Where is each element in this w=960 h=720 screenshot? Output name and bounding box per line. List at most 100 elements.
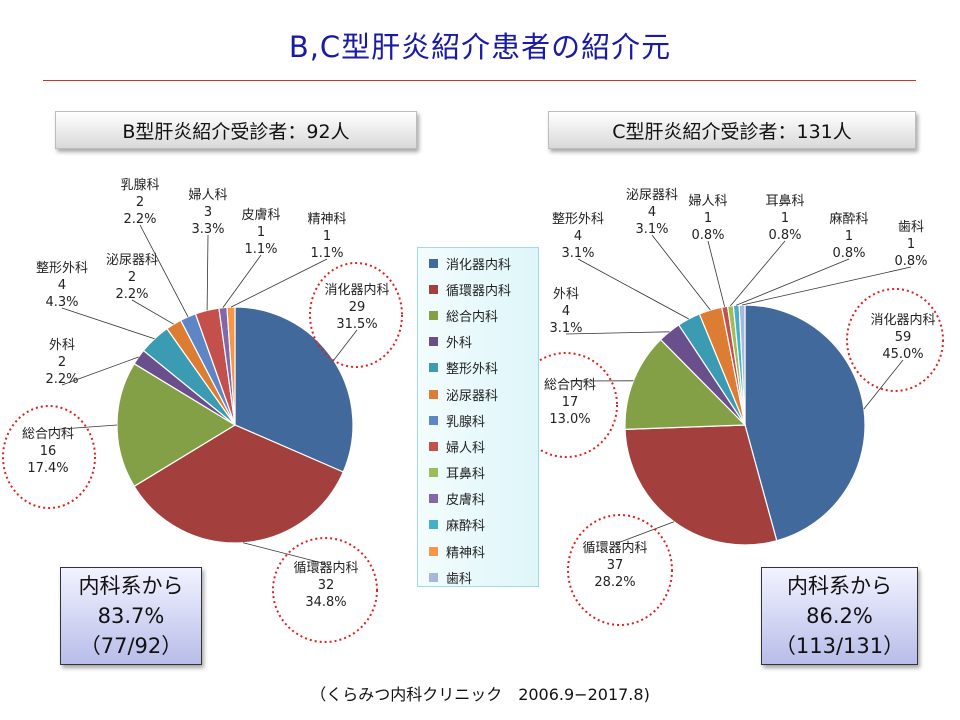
legend-item: 精神科: [418, 538, 538, 564]
slice-count-label: 2: [128, 270, 136, 285]
slice-category-label: 循環器内科: [293, 560, 358, 576]
legend-label: 泌尿器科: [446, 388, 499, 404]
slice-data-label: 泌尿器科 2 2.2%: [106, 253, 158, 302]
legend-item: 消化器内科: [418, 250, 538, 276]
legend-swatch: [429, 389, 438, 399]
slice-count-label: 1: [781, 211, 789, 226]
leader-line: [614, 521, 675, 545]
legend-label: 麻酔科: [446, 519, 486, 535]
b-summary-line1: 内科系から: [78, 574, 184, 598]
slice-data-label: 消化器内科 29 31.5%: [324, 282, 389, 332]
title-divider: [43, 80, 916, 81]
legend-label: 整形外科: [446, 362, 499, 378]
legend-swatch: [429, 546, 438, 556]
slice-category-label: 乳腺科: [120, 178, 159, 193]
leader-line: [47, 424, 118, 431]
slice-data-label: 整形外科 4 3.1%: [552, 212, 604, 261]
slice-percent-label: 3.1%: [561, 246, 594, 261]
pie-slice: [624, 338, 747, 431]
slice-count-label: 16: [40, 444, 57, 459]
c-summary-percent: 86.2%: [806, 604, 873, 628]
legend-item: 婦人科: [418, 433, 538, 459]
legend-item: 循環器内科: [418, 276, 538, 302]
slice-category-label: 精神科: [307, 212, 346, 227]
slice-category-label: 皮膚科: [241, 207, 280, 223]
legend-item: 外科: [418, 329, 538, 355]
slice-percent-label: 31.5%: [336, 317, 377, 332]
slice-count-label: 59: [895, 330, 912, 345]
slice-data-label: 精神科 1 1.1%: [307, 212, 346, 261]
slice-percent-label: 2.2%: [45, 372, 78, 387]
leader-line: [565, 331, 670, 335]
leader-line: [139, 224, 189, 317]
legend-label: 外科: [446, 336, 473, 352]
b-summary-box: 内科系から 83.7% （77/92）: [60, 567, 202, 665]
leader-line: [222, 254, 262, 308]
legend-label: 乳腺科: [446, 414, 486, 430]
footer-source: （くらみつ内科クリニック 2006.9−2017.8): [310, 685, 650, 704]
pie-slice: [133, 424, 345, 544]
slice-data-label: 婦人科 3 3.3%: [188, 187, 227, 237]
page-title: B,C型肝炎紹介患者の紹介元: [288, 30, 672, 64]
slice-percent-label: 4.3%: [45, 295, 78, 310]
slice-count-label: 37: [607, 558, 624, 573]
slice-data-label: 外科 2 2.2%: [45, 338, 78, 387]
slice-data-label: 皮膚科 1 1.1%: [241, 207, 280, 257]
slice-data-label: 麻酔科 1 0.8%: [829, 212, 868, 261]
leader-line: [651, 234, 711, 311]
legend-item: 整形外科: [418, 355, 538, 381]
leader-line: [707, 240, 725, 307]
slice-category-label: 婦人科: [188, 187, 227, 203]
slice-percent-label: 0.8%: [691, 228, 724, 243]
slice-count-label: 1: [704, 211, 712, 226]
slice-count-label: 2: [58, 355, 66, 370]
legend-label: 循環器内科: [446, 283, 512, 299]
slice-category-label: 整形外科: [36, 261, 88, 276]
legend-label: 皮膚科: [446, 493, 486, 509]
leader-line: [333, 329, 358, 361]
legend-swatch: [429, 520, 438, 530]
slice-category-label: 外科: [553, 287, 579, 302]
leader-line: [730, 240, 786, 307]
slice-count-label: 32: [318, 578, 335, 593]
slice-count-label: 1: [257, 225, 265, 240]
legend-label: 総合内科: [446, 309, 499, 325]
slice-category-label: 麻酔科: [829, 212, 868, 227]
slice-category-label: 総合内科: [544, 377, 596, 393]
slice-category-label: 循環器内科: [582, 540, 647, 556]
slice-data-label: 整形外科 4 4.3%: [36, 261, 88, 310]
legend-label: 婦人科: [446, 440, 486, 456]
slice-percent-label: 0.8%: [894, 254, 927, 269]
legend-swatch: [429, 494, 438, 504]
slice-category-label: 歯科: [898, 220, 924, 235]
slice-percent-label: 34.8%: [305, 595, 346, 610]
legend-item: 泌尿器科: [418, 381, 538, 407]
slice-data-label: 外科 4 3.1%: [549, 287, 582, 336]
slice-data-label: 乳腺科 2 2.2%: [120, 178, 159, 227]
leader-line: [131, 299, 174, 325]
slice-data-label: 総合内科 16 17.4%: [22, 426, 74, 476]
legend-swatch: [429, 337, 438, 347]
highlight-circle: [567, 514, 673, 626]
legend-label: 歯科: [446, 571, 473, 587]
slice-category-label: 消化器内科: [870, 312, 935, 328]
legend-item: 麻酔科: [418, 512, 538, 538]
slice-category-label: 婦人科: [688, 193, 727, 209]
slice-category-label: 消化器内科: [324, 282, 389, 298]
slice-count-label: 2: [136, 195, 144, 210]
slice-count-label: 3: [204, 205, 212, 220]
pie-chart-b: 消化器内科 29 31.5%循環器内科 32 34.8%総合内科 16 17.4%外科 2 2.…: [2, 178, 403, 643]
leader-line: [243, 542, 327, 565]
legend-label: 精神科: [446, 545, 486, 561]
pie-slice: [116, 362, 237, 488]
slice-category-label: 外科: [49, 338, 75, 353]
legend-item: 総合内科: [418, 302, 538, 328]
b-chart-header: B型肝炎紹介受診者：92人: [55, 111, 417, 149]
pie-slice: [226, 306, 236, 426]
leader-line: [206, 234, 209, 311]
pie-slice: [738, 304, 746, 426]
slice-percent-label: 2.2%: [115, 287, 148, 302]
leader-line: [577, 258, 689, 320]
legend-swatch: [429, 363, 438, 373]
